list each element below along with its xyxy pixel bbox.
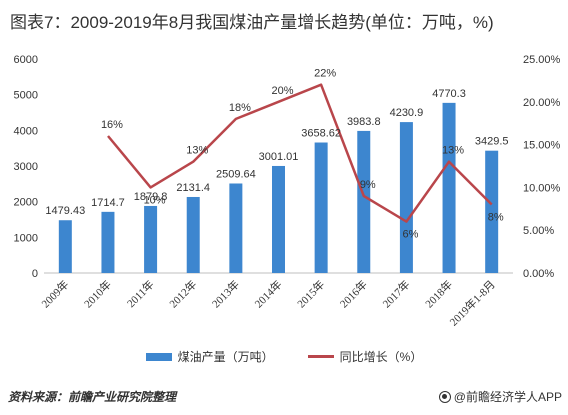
legend-label-growth: 同比增长（%） (339, 350, 423, 364)
growth-value-label: 18% (229, 102, 251, 114)
growth-value-label: 16% (101, 119, 123, 131)
legend-swatch-line (307, 355, 334, 358)
y-left-tick-label: 2000 (14, 197, 38, 209)
bar-value-label: 3658.62 (301, 128, 341, 140)
x-tick-label: 2014年 (251, 277, 284, 310)
bar (186, 196, 200, 273)
y-left-tick-label: 3000 (14, 161, 38, 173)
growth-value-label: 13% (186, 145, 208, 157)
x-tick-label: 2011年 (124, 277, 157, 310)
source-note: 资料来源：前瞻产业研究院整理 (8, 390, 177, 404)
bar (399, 122, 413, 273)
y-right-tick-label: 5.00% (523, 225, 554, 237)
bar (272, 165, 285, 273)
bar-value-label: 3983.8 (347, 116, 381, 128)
bar-value-label: 1714.7 (91, 197, 125, 209)
bar (144, 205, 158, 273)
x-tick-label: 2013年 (209, 277, 242, 310)
bar-value-label: 4230.9 (390, 107, 424, 119)
y-left-tick-label: 4000 (14, 125, 38, 137)
bar (442, 102, 456, 273)
growth-value-label: 13% (442, 145, 464, 157)
bar (101, 211, 115, 273)
y-right-tick-label: 25.00% (523, 54, 561, 66)
bar (229, 183, 243, 273)
y-left-tick-label: 5000 (14, 90, 38, 102)
bar (314, 142, 328, 273)
legend: 煤油产量（万吨） 同比增长（%） (0, 348, 568, 365)
bar (485, 150, 499, 273)
growth-value-label: 6% (402, 229, 418, 241)
y-left-tick-label: 1000 (14, 232, 38, 244)
growth-value-label: 8% (488, 212, 504, 224)
y-right-tick-label: 15.00% (523, 140, 561, 152)
x-tick-label: 2016年 (337, 277, 370, 310)
bar-value-label: 3429.5 (475, 136, 509, 148)
legend-item-output: 煤油产量（万吨） (145, 348, 274, 365)
bar-value-label: 1479.43 (45, 205, 85, 217)
x-tick-label: 2015年 (294, 277, 327, 310)
bar-value-label: 3001.01 (259, 151, 299, 163)
x-tick-label: 2009年 (38, 277, 71, 310)
y-right-tick-label: 0.00% (523, 268, 554, 280)
bar-value-label: 4770.3 (432, 88, 466, 100)
x-tick-label: 2018年 (422, 277, 455, 310)
legend-item-growth: 同比增长（%） (307, 348, 423, 365)
bar-value-label: 1879.8 (134, 191, 168, 203)
brand-text: @前瞻经济学人APP (453, 390, 562, 404)
brand-credit: @前瞻经济学人APP (438, 388, 562, 405)
bar-value-label: 2131.4 (176, 182, 210, 194)
growth-value-label: 10% (144, 194, 166, 206)
bar (357, 130, 371, 273)
x-tick-label: 2019年1-8月 (446, 277, 497, 328)
y-right-tick-label: 10.00% (523, 182, 561, 194)
growth-value-label: 20% (271, 85, 293, 97)
y-left-tick-label: 0 (32, 268, 38, 280)
bar-value-label: 2509.64 (216, 168, 256, 180)
x-tick-label: 2017年 (379, 277, 412, 310)
y-left-tick-label: 6000 (14, 54, 38, 66)
brand-logo-icon (438, 390, 451, 403)
x-tick-label: 2010年 (81, 277, 114, 310)
bar (58, 220, 72, 273)
x-tick-label: 2012年 (166, 277, 199, 310)
y-right-tick-label: 20.00% (523, 97, 561, 109)
chart-title: 图表7：2009-2019年8月我国煤油产量增长趋势(单位：万吨，%) (10, 13, 494, 32)
legend-swatch-bar (145, 352, 172, 361)
growth-value-label: 9% (360, 179, 376, 191)
legend-label-output: 煤油产量（万吨） (177, 350, 274, 364)
growth-value-label: 22% (314, 68, 336, 80)
growth-line (107, 83, 493, 223)
